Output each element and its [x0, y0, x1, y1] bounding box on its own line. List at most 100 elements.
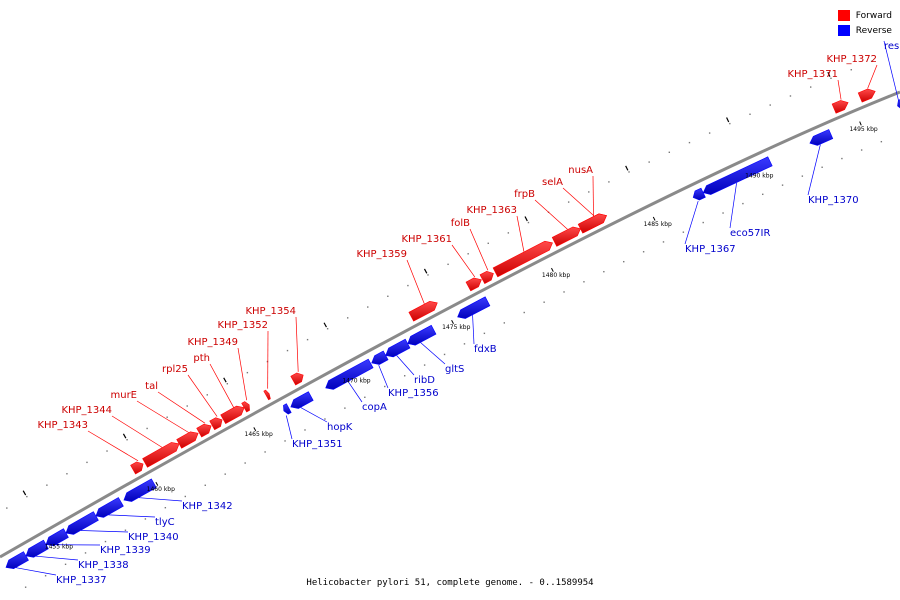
axis-tick — [155, 481, 159, 486]
grid-dot — [244, 462, 246, 464]
gene-hopK[interactable] — [290, 391, 314, 409]
gene-label-KHP_1344[interactable]: KHP_1344 — [61, 405, 112, 416]
gene-label-ribD[interactable]: ribD — [414, 375, 435, 386]
gene-label-selA[interactable]: selA — [542, 177, 563, 188]
gene-copA[interactable] — [325, 358, 374, 390]
gene-ribD[interactable] — [385, 338, 411, 358]
gene-pth[interactable] — [220, 405, 245, 425]
gene-label-KHP_1367[interactable]: KHP_1367 — [685, 244, 736, 255]
gene-label-KHP_1371[interactable]: KHP_1371 — [787, 69, 838, 80]
grid-dot — [789, 95, 792, 97]
leader-copA — [347, 381, 363, 403]
gene-nusA[interactable] — [577, 213, 607, 234]
grid-dot — [880, 140, 883, 143]
grid-dot — [762, 193, 764, 196]
gene-label-rpl25[interactable]: rpl25 — [162, 364, 188, 375]
gene-label-KHP_1359[interactable]: KHP_1359 — [356, 249, 407, 260]
gene-KHP_1354[interactable] — [290, 372, 304, 386]
grid-dot — [443, 353, 446, 356]
grid-dot — [623, 260, 625, 263]
gene-label-KHP_1363[interactable]: KHP_1363 — [466, 205, 517, 216]
gene-label-gltS[interactable]: gltS — [445, 364, 464, 375]
gene-label-murE[interactable]: murE — [110, 390, 137, 401]
gene-gltS[interactable] — [407, 324, 437, 346]
grid-dot — [648, 161, 650, 163]
gene-KHP_1363[interactable] — [492, 240, 553, 278]
gene-label-KHP_1361[interactable]: KHP_1361 — [401, 234, 452, 245]
gene-label-KHP_1337[interactable]: KHP_1337 — [56, 575, 107, 586]
gene-KHP_1342[interactable] — [123, 478, 157, 502]
gene-KHP_1359[interactable] — [408, 300, 438, 322]
grid-dot — [86, 461, 88, 464]
leader-gltS — [420, 342, 446, 365]
grid-dot — [66, 473, 68, 475]
gene-murE[interactable] — [176, 431, 199, 449]
gene-label-KHP_1354[interactable]: KHP_1354 — [245, 306, 296, 317]
legend: Forward Reverse — [837, 8, 892, 38]
gene-KHP_1370[interactable] — [809, 129, 834, 146]
gene-KHP_1367[interactable] — [692, 187, 706, 201]
grid-dot — [507, 232, 510, 234]
grid-dot — [668, 151, 671, 153]
gene-KHP_1337[interactable] — [5, 551, 29, 570]
gene-KHP_1356[interactable] — [371, 350, 389, 365]
gene-label-KHP_1339[interactable]: KHP_1339 — [100, 545, 151, 556]
gene-label-res[interactable]: res — [884, 41, 899, 52]
gene-label-KHP_1349[interactable]: KHP_1349 — [187, 337, 238, 348]
gene-KHP_1343[interactable] — [130, 461, 144, 475]
gene-label-frpB[interactable]: frpB — [514, 189, 535, 200]
grid-dot — [26, 495, 28, 498]
grid-dot — [304, 429, 306, 431]
label-leaders — [15, 40, 900, 576]
axis-label: 1495 kbp — [849, 126, 877, 133]
grid-dot — [567, 201, 570, 203]
gene-label-KHP_1338[interactable]: KHP_1338 — [78, 560, 129, 571]
gene-label-fdxB[interactable]: fdxB — [474, 344, 497, 355]
gene-label-eco57IR[interactable]: eco57IR — [730, 228, 770, 239]
grid-dot — [266, 360, 269, 363]
gene-label-KHP_1356[interactable]: KHP_1356 — [388, 388, 439, 399]
gene-label-KHP_1370[interactable]: KHP_1370 — [808, 195, 859, 206]
grid-dot — [346, 317, 349, 319]
gene-folB[interactable] — [479, 270, 494, 285]
grid-dot — [367, 306, 369, 308]
gene-label-KHP_1340[interactable]: KHP_1340 — [128, 532, 179, 543]
leader-KHP_1344 — [111, 415, 163, 448]
gene-label-copA[interactable]: copA — [362, 402, 387, 413]
grid-dot — [46, 484, 48, 486]
grid-dot — [543, 301, 545, 303]
major-tick — [323, 322, 327, 328]
gene-fdxB[interactable] — [457, 296, 491, 319]
gene-tlyC[interactable] — [95, 497, 124, 518]
gene-label-tal[interactable]: tal — [145, 381, 158, 392]
gene-label-folB[interactable]: folB — [451, 218, 470, 229]
gene-res[interactable] — [897, 99, 900, 110]
gene-KHP_1351[interactable] — [283, 403, 292, 415]
gene-label-pth[interactable]: pth — [193, 353, 210, 364]
gene-KHP_1352[interactable] — [263, 389, 271, 401]
major-tick — [22, 490, 27, 496]
axis-label: 1470 kbp — [342, 378, 370, 385]
gene-KHP_1361[interactable] — [465, 277, 482, 292]
gene-tal[interactable] — [196, 423, 212, 438]
axis-ticks — [53, 121, 862, 544]
gene-label-tlyC[interactable]: tlyC — [155, 517, 175, 528]
gene-eco57IR[interactable] — [702, 156, 773, 195]
genome-caption: Helicobacter pylori 51, complete genome.… — [306, 578, 594, 588]
gene-rpl25[interactable] — [209, 417, 223, 431]
gene-label-KHP_1351[interactable]: KHP_1351 — [292, 439, 343, 450]
gene-KHP_1371[interactable] — [831, 100, 849, 114]
grid-dot — [870, 60, 873, 63]
gene-KHP_1349[interactable] — [241, 401, 250, 413]
gene-label-nusA[interactable]: nusA — [568, 165, 593, 176]
gene-label-KHP_1343[interactable]: KHP_1343 — [37, 420, 88, 431]
gene-KHP_1344[interactable] — [142, 442, 180, 468]
gene-label-hopK[interactable]: hopK — [327, 422, 353, 433]
gene-label-KHP_1372[interactable]: KHP_1372 — [826, 54, 877, 65]
gene-label-KHP_1342[interactable]: KHP_1342 — [182, 501, 233, 512]
gene-frpB[interactable] — [551, 226, 581, 247]
grid-dot — [781, 184, 784, 186]
gene-KHP_1372[interactable] — [857, 88, 876, 103]
gene-label-KHP_1352[interactable]: KHP_1352 — [217, 320, 268, 331]
